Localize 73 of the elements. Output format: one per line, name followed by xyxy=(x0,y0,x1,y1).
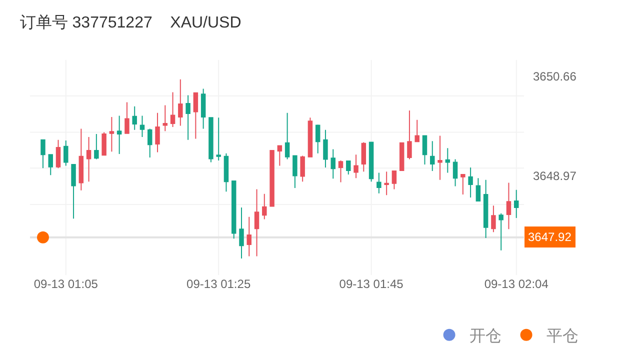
candlestick xyxy=(414,119,420,142)
x-tick-label: 09-13 01:25 xyxy=(186,277,251,291)
candlestick xyxy=(315,124,320,154)
candlestick xyxy=(300,155,305,182)
candlestick xyxy=(155,112,160,153)
candlestick xyxy=(116,115,122,154)
candlestick xyxy=(438,135,442,180)
candlestick xyxy=(399,142,404,171)
candlestick xyxy=(178,78,183,126)
ref-line-label: 3647.92 xyxy=(528,230,572,244)
candlestick xyxy=(476,178,481,202)
candlestick xyxy=(40,139,46,169)
candlestick xyxy=(124,102,130,134)
candlestick xyxy=(86,136,92,182)
candlestick xyxy=(246,216,252,257)
candlestick xyxy=(308,117,313,158)
legend-label: 平仓 xyxy=(546,328,578,346)
chart-title: 订单号 337751227 XAU/USD xyxy=(20,13,242,32)
candlestick xyxy=(330,148,336,180)
candlestick xyxy=(48,154,53,176)
legend-label: 开仓 xyxy=(469,328,502,346)
candlestick xyxy=(193,92,198,140)
candlestick xyxy=(483,179,488,238)
candlestick xyxy=(270,150,274,207)
candlestick xyxy=(216,117,221,161)
candlestick xyxy=(407,110,412,160)
candlestick xyxy=(277,145,282,166)
x-tick-label: 09-13 02:04 xyxy=(484,277,549,291)
candlestick xyxy=(56,139,61,169)
candlestick xyxy=(208,117,214,163)
candlestick xyxy=(224,152,229,192)
candlestick xyxy=(338,160,344,183)
candlestick xyxy=(491,205,496,233)
candlestick xyxy=(468,167,473,198)
candlestick xyxy=(354,154,358,179)
candlestick xyxy=(94,134,99,160)
candlestick xyxy=(460,174,466,196)
candlestick xyxy=(284,112,290,160)
candlestick xyxy=(376,172,382,194)
candlestick xyxy=(384,171,389,196)
candlestick xyxy=(445,148,450,174)
candlestick xyxy=(346,160,351,176)
candlestick xyxy=(262,193,267,220)
candlestick xyxy=(132,106,137,130)
candlestick xyxy=(200,88,206,130)
candlestick xyxy=(361,142,366,172)
candlestick xyxy=(514,189,519,219)
candlestick xyxy=(109,116,114,152)
candlestick xyxy=(102,132,106,156)
candlestick xyxy=(162,104,168,132)
candlestick xyxy=(71,164,76,220)
candlestick xyxy=(140,115,145,138)
candlestick xyxy=(186,94,190,140)
candlestick xyxy=(498,212,504,251)
candlestick xyxy=(64,140,68,166)
y-tick-label: 3650.66 xyxy=(533,70,577,84)
candlestick xyxy=(452,158,458,187)
x-tick-label: 09-13 01:45 xyxy=(339,277,404,291)
x-tick-label: 09-13 01:05 xyxy=(34,277,98,291)
candlestick xyxy=(254,188,260,257)
candlestick xyxy=(170,92,176,128)
candlestick xyxy=(506,182,512,230)
candlestick xyxy=(368,142,374,182)
candlestick xyxy=(292,155,298,189)
candlestick xyxy=(323,129,328,168)
candlestick xyxy=(231,180,236,240)
candlestick xyxy=(392,170,397,190)
candlestick xyxy=(148,128,152,158)
candlestick xyxy=(422,135,428,166)
y-tick-label: 3648.97 xyxy=(533,168,577,183)
candlestick xyxy=(78,128,84,191)
candlestick xyxy=(239,206,244,260)
candlestick xyxy=(430,140,435,172)
